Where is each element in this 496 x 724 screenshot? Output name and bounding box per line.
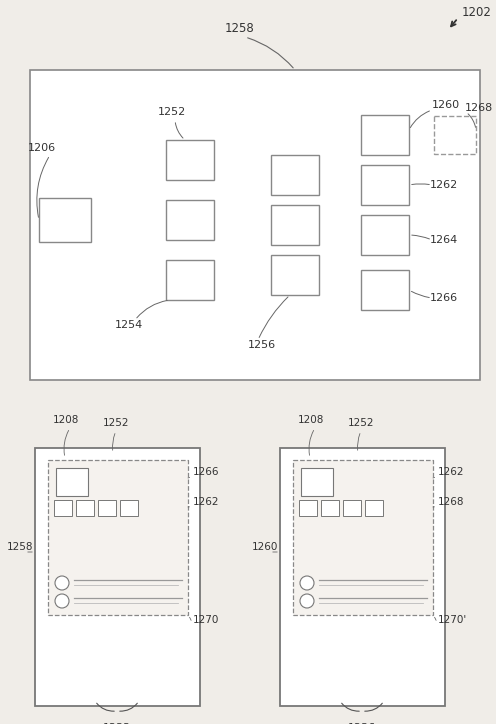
Bar (56, 468, 88, 496)
Text: 1208: 1208 (53, 415, 79, 425)
Text: 1266: 1266 (193, 467, 220, 477)
Bar (301, 468, 333, 496)
Bar (98, 500, 116, 516)
Bar (361, 270, 409, 310)
Text: 1268: 1268 (465, 103, 493, 113)
Bar (166, 200, 214, 240)
Text: 1252: 1252 (158, 107, 186, 117)
Bar (76, 500, 94, 516)
Text: 1258: 1258 (7, 542, 34, 552)
Bar (30, 70, 480, 380)
Text: 1262: 1262 (438, 467, 464, 477)
Text: 1268: 1268 (438, 497, 464, 507)
Text: 1236: 1236 (348, 723, 376, 724)
Text: 1208: 1208 (298, 415, 324, 425)
Bar (434, 116, 476, 154)
Text: 1202: 1202 (462, 6, 492, 19)
Circle shape (300, 594, 314, 608)
Text: 1260: 1260 (252, 542, 278, 552)
Circle shape (300, 576, 314, 590)
Bar (54, 500, 72, 516)
Text: 1232: 1232 (103, 723, 131, 724)
Bar (48, 460, 188, 615)
Text: 1252: 1252 (103, 418, 129, 428)
Bar (271, 155, 319, 195)
Text: 1270': 1270' (438, 615, 467, 625)
Text: 1258: 1258 (225, 22, 255, 35)
Circle shape (55, 576, 69, 590)
Bar (39, 198, 91, 242)
Bar (361, 215, 409, 255)
Bar (271, 255, 319, 295)
Bar (293, 460, 433, 615)
Bar (166, 140, 214, 180)
Text: 1206: 1206 (28, 143, 56, 153)
Text: 1256: 1256 (248, 340, 276, 350)
Bar (35, 448, 200, 706)
Bar (343, 500, 361, 516)
Bar (321, 500, 339, 516)
Bar (361, 115, 409, 155)
Text: 1262: 1262 (430, 180, 458, 190)
Text: 1254: 1254 (115, 320, 143, 330)
Text: 1264: 1264 (430, 235, 458, 245)
Text: 1252: 1252 (348, 418, 374, 428)
Bar (299, 500, 317, 516)
Bar (280, 448, 445, 706)
Bar (365, 500, 383, 516)
Text: 1262: 1262 (193, 497, 220, 507)
Text: 1270: 1270 (193, 615, 219, 625)
Bar (166, 260, 214, 300)
Bar (361, 165, 409, 205)
Text: 1260: 1260 (432, 100, 460, 110)
Bar (120, 500, 138, 516)
Circle shape (55, 594, 69, 608)
Text: 1266: 1266 (430, 293, 458, 303)
Bar (271, 205, 319, 245)
